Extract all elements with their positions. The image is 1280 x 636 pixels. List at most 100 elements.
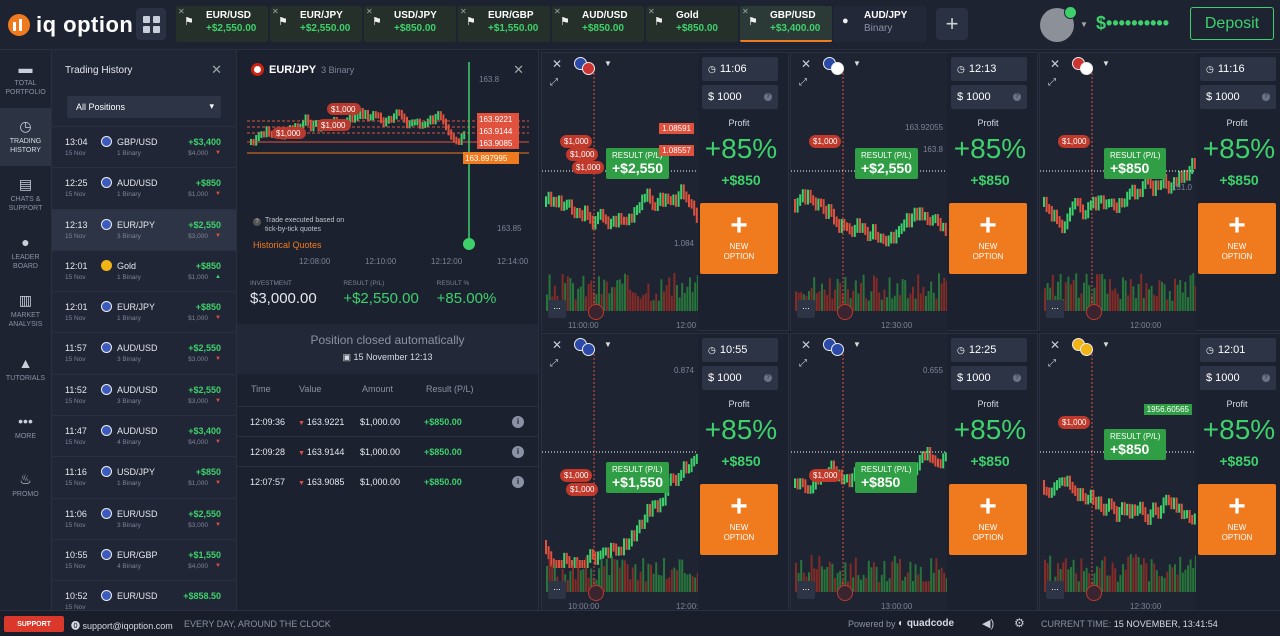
history-row[interactable]: 12:25 15 Nov AUD/USD 1 Binary +$850 $1,000 ▼: [52, 167, 236, 208]
flag-icon[interactable]: [588, 304, 604, 320]
amount-input[interactable]: $ 1000: [1200, 85, 1276, 109]
avatar[interactable]: [1040, 6, 1077, 42]
expand-icon[interactable]: ⤢: [550, 77, 558, 88]
nav-chat[interactable]: ▤ CHATS & SUPPORT: [0, 166, 51, 224]
flag-icon[interactable]: [823, 338, 845, 356]
expand-icon[interactable]: ⤢: [799, 77, 807, 88]
amount-input[interactable]: $ 1000: [951, 85, 1027, 109]
chevron-down-icon[interactable]: ▼: [1080, 20, 1088, 29]
expand-icon[interactable]: ⤢: [1048, 77, 1056, 88]
new-option-button[interactable]: + NEW OPTION: [949, 203, 1027, 274]
amount-input[interactable]: $ 1000: [702, 85, 778, 109]
positions-filter[interactable]: All Positions: [67, 96, 221, 118]
new-option-button[interactable]: + NEW OPTION: [949, 484, 1027, 555]
balance[interactable]: $••••••••••: [1096, 13, 1170, 33]
expiry-select[interactable]: ◷ 11:16: [1200, 57, 1276, 81]
more-button[interactable]: ...: [797, 581, 815, 599]
history-row[interactable]: 12:01 15 Nov Gold 1 Binary +$850 $1,000 ▲: [52, 249, 236, 291]
amount-input[interactable]: $ 1000: [702, 366, 778, 390]
flag-icon[interactable]: [837, 585, 853, 601]
nav-analysis[interactable]: ▥ MARKET ANALYSIS: [0, 282, 51, 340]
history-row[interactable]: 10:55 15 Nov EUR/GBP 4 Binary +$1,550 $4,000 ▼: [52, 538, 236, 580]
flag-icon[interactable]: [1072, 338, 1094, 356]
chevron-down-icon[interactable]: ▼: [853, 340, 861, 349]
history-row[interactable]: 11:16 15 Nov USD/JPY 1 Binary +$850 $1,000 ▼: [52, 456, 236, 497]
support-email[interactable]: ⓿ support@iqoption.com: [71, 621, 173, 631]
new-option-button[interactable]: + NEW OPTION: [1198, 203, 1276, 274]
more-button[interactable]: ...: [1046, 300, 1064, 318]
nav-leader[interactable]: ● LEADER BOARD: [0, 224, 51, 282]
asset-tab[interactable]: ✕ ⚑ GBP/USD +$3,400.00: [740, 6, 832, 42]
history-row[interactable]: 12:13 15 Nov EUR/JPY 3 Binary +$2,550 $3,000 ▼: [52, 208, 236, 250]
expiry-select[interactable]: ◷ 12:01: [1200, 338, 1276, 362]
close-icon[interactable]: ✕: [178, 7, 185, 16]
gear-icon[interactable]: ⚙: [1014, 616, 1025, 630]
nav-clock[interactable]: ◷ TRADING HISTORY: [0, 108, 51, 166]
support-button[interactable]: SUPPORT: [4, 616, 64, 632]
flag-icon[interactable]: [1072, 57, 1094, 75]
amount-input[interactable]: $ 1000: [1200, 366, 1276, 390]
chevron-down-icon[interactable]: ▼: [604, 340, 612, 349]
close-icon[interactable]: ✕: [552, 338, 563, 352]
expiry-select[interactable]: ◷ 12:13: [951, 57, 1027, 81]
add-tab-button[interactable]: +: [936, 8, 968, 40]
close-icon[interactable]: ✕: [211, 62, 222, 77]
close-icon[interactable]: ✕: [801, 57, 812, 71]
history-row[interactable]: 12:01 15 Nov EUR/JPY 1 Binary +$850 $1,000 ▼: [52, 291, 236, 332]
info-icon[interactable]: i: [512, 475, 524, 488]
new-option-button[interactable]: + NEW OPTION: [700, 484, 778, 555]
history-row[interactable]: 10:52 15 Nov EUR/USD +$858.50: [52, 580, 236, 621]
asset-tab[interactable]: ✕ ⚑ EUR/GBP +$1,550.00: [458, 6, 550, 42]
close-icon[interactable]: ✕: [366, 7, 373, 16]
chevron-down-icon[interactable]: ▼: [1102, 59, 1110, 68]
expand-icon[interactable]: ⤢: [550, 358, 558, 369]
more-button[interactable]: ...: [797, 300, 815, 318]
nav-portfolio[interactable]: ▬ TOTAL PORTFOLIO: [0, 50, 51, 108]
history-row[interactable]: 13:04 15 Nov GBP/USD 1 Binary +$3,400 $4,000 ▼: [52, 126, 236, 167]
close-icon[interactable]: ✕: [513, 62, 524, 77]
expiry-select[interactable]: ◷ 11:06: [702, 57, 778, 81]
expiry-select[interactable]: ◷ 12:25: [951, 338, 1027, 362]
expand-icon[interactable]: ⤢: [1048, 358, 1056, 369]
asset-tab[interactable]: ● AUD/JPY Binary: [834, 6, 926, 42]
asset-tab[interactable]: ✕ ⚑ EUR/JPY +$2,550.00: [270, 6, 362, 42]
asset-tab[interactable]: ✕ ⚑ EUR/USD +$2,550.00: [176, 6, 268, 42]
sound-icon[interactable]: ◀): [982, 618, 995, 630]
grid-view-button[interactable]: [136, 8, 166, 40]
close-icon[interactable]: ✕: [742, 7, 749, 16]
close-icon[interactable]: ✕: [460, 7, 467, 16]
new-option-button[interactable]: + NEW OPTION: [700, 203, 778, 274]
close-icon[interactable]: ✕: [1050, 57, 1061, 71]
flag-icon[interactable]: [1086, 304, 1102, 320]
close-icon[interactable]: ✕: [272, 7, 279, 16]
flag-icon[interactable]: [588, 585, 604, 601]
more-button[interactable]: ...: [548, 300, 566, 318]
nav-more[interactable]: ••• MORE: [0, 398, 51, 456]
flag-icon[interactable]: [1086, 585, 1102, 601]
close-icon[interactable]: ✕: [801, 338, 812, 352]
close-icon[interactable]: ✕: [552, 57, 563, 71]
close-icon[interactable]: ✕: [648, 7, 655, 16]
asset-tab[interactable]: ✕ ⚑ Gold +$850.00: [646, 6, 738, 42]
nav-promo[interactable]: ♨ PROMO: [0, 456, 51, 514]
expiry-select[interactable]: ◷ 10:55: [702, 338, 778, 362]
asset-tab[interactable]: ✕ ⚑ USD/JPY +$850.00: [364, 6, 456, 42]
historical-quotes-link[interactable]: Historical Quotes: [253, 240, 322, 250]
info-icon[interactable]: i: [512, 415, 524, 428]
chevron-down-icon[interactable]: ▼: [604, 59, 612, 68]
info-icon[interactable]: i: [512, 445, 524, 458]
logo[interactable]: iq option: [8, 10, 133, 40]
asset-tab[interactable]: ✕ ⚑ AUD/USD +$850.00: [552, 6, 644, 42]
chevron-down-icon[interactable]: ▼: [853, 59, 861, 68]
flag-icon[interactable]: [574, 57, 596, 75]
close-icon[interactable]: ✕: [554, 7, 561, 16]
close-icon[interactable]: ✕: [1050, 338, 1061, 352]
flag-icon[interactable]: [823, 57, 845, 75]
new-option-button[interactable]: + NEW OPTION: [1198, 484, 1276, 555]
deposit-button[interactable]: Deposit: [1190, 7, 1274, 40]
expand-icon[interactable]: ⤢: [799, 358, 807, 369]
more-button[interactable]: ...: [548, 581, 566, 599]
history-row[interactable]: 11:57 15 Nov AUD/USD 3 Binary +$2,550 $3,000 ▼: [52, 332, 236, 373]
more-button[interactable]: ...: [1046, 581, 1064, 599]
history-row[interactable]: 11:52 15 Nov AUD/USD 3 Binary +$2,550 $3,000 ▼: [52, 373, 236, 415]
